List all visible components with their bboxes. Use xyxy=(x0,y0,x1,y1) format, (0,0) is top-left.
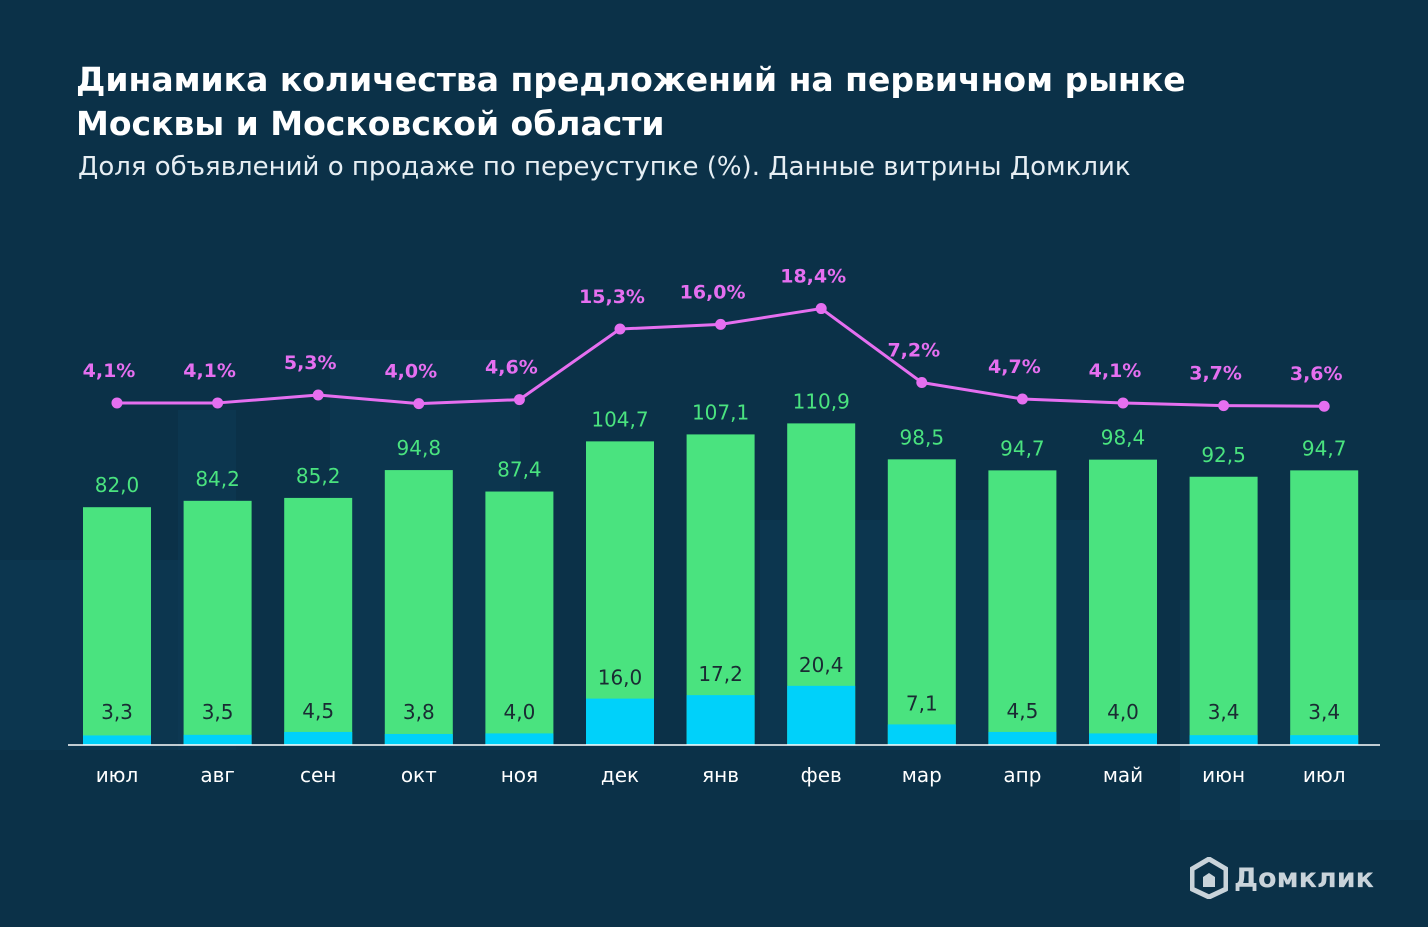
share-value-label: 5,3% xyxy=(284,352,337,374)
resale-bar xyxy=(1089,733,1157,745)
chart-subtitle: Доля объявлений о продаже по переуступке… xyxy=(78,152,1131,182)
share-point xyxy=(614,323,626,335)
resale-value-label: 4,0 xyxy=(503,700,535,724)
x-tick-label: май xyxy=(1103,763,1143,787)
total-bar xyxy=(183,500,252,745)
total-bar xyxy=(887,459,956,745)
resale-bar xyxy=(1189,735,1258,745)
logo-text: Домклик xyxy=(1234,862,1375,894)
resale-bar xyxy=(485,733,554,745)
resale-bar xyxy=(586,698,654,745)
resale-bar xyxy=(83,735,151,745)
share-point xyxy=(715,318,727,330)
total-bar xyxy=(83,507,151,745)
share-value-label: 3,7% xyxy=(1189,363,1242,385)
resale-value-label: 17,2 xyxy=(698,662,743,686)
share-point xyxy=(413,398,425,410)
share-point xyxy=(513,394,525,406)
share-point xyxy=(815,303,827,315)
resale-bar xyxy=(887,724,956,745)
total-value-label: 82,0 xyxy=(95,473,140,497)
total-bar xyxy=(586,441,654,745)
share-point xyxy=(916,376,928,388)
total-value-label: 94,7 xyxy=(1000,436,1045,460)
x-tick-label: фев xyxy=(801,763,842,787)
total-bar xyxy=(384,470,453,745)
house-logo-icon xyxy=(1190,857,1228,899)
total-bar xyxy=(686,434,755,745)
x-tick-label: июн xyxy=(1202,763,1245,787)
x-tick-label: июл xyxy=(96,763,139,787)
share-value-label: 4,1% xyxy=(183,360,236,382)
total-bar xyxy=(988,470,1057,745)
share-value-label: 4,7% xyxy=(988,356,1041,378)
total-bar xyxy=(284,497,353,745)
total-value-label: 107,1 xyxy=(692,400,749,424)
total-value-label: 87,4 xyxy=(497,458,542,482)
x-tick-label: янв xyxy=(702,763,739,787)
share-point xyxy=(1318,400,1330,412)
x-tick-label: июл xyxy=(1303,763,1346,787)
total-bar xyxy=(1189,476,1258,745)
resale-value-label: 3,3 xyxy=(101,700,133,724)
resale-value-label: 16,0 xyxy=(598,666,643,690)
resale-value-label: 4,0 xyxy=(1107,700,1139,724)
share-value-label: 4,6% xyxy=(485,357,538,379)
resale-value-label: 4,5 xyxy=(1006,699,1038,723)
resale-bar xyxy=(988,731,1057,745)
resale-bar xyxy=(384,733,453,745)
x-tick-label: ноя xyxy=(501,763,538,787)
total-value-label: 98,5 xyxy=(900,425,945,449)
share-value-label: 4,1% xyxy=(1089,360,1142,382)
resale-value-label: 3,4 xyxy=(1308,700,1340,724)
chart-title: Динамика количества предложений на перви… xyxy=(76,58,1376,146)
x-tick-label: дек xyxy=(601,763,639,787)
total-value-label: 94,7 xyxy=(1302,436,1347,460)
resale-bar xyxy=(787,685,856,745)
share-value-label: 4,0% xyxy=(384,361,437,383)
total-value-label: 94,8 xyxy=(397,436,442,460)
total-bar xyxy=(485,491,554,745)
total-bar xyxy=(1089,459,1157,745)
domclick-logo: Домклик xyxy=(1190,856,1374,900)
x-tick-label: авг xyxy=(200,763,235,787)
share-value-label: 16,0% xyxy=(680,281,746,303)
x-tick-label: окт xyxy=(401,763,437,787)
resale-value-label: 7,1 xyxy=(906,691,938,715)
resale-bar xyxy=(1290,735,1359,745)
chart-title-line2: Москвы и Московской области xyxy=(76,104,665,143)
total-bar xyxy=(1290,470,1359,745)
share-value-label: 3,6% xyxy=(1290,363,1343,385)
x-tick-label: мар xyxy=(902,763,942,787)
x-tick-label: сен xyxy=(300,763,336,787)
total-value-label: 110,9 xyxy=(793,389,850,413)
share-point xyxy=(111,397,123,409)
share-value-label: 7,2% xyxy=(887,339,940,361)
total-value-label: 84,2 xyxy=(195,467,240,491)
total-value-label: 85,2 xyxy=(296,464,341,488)
resale-value-label: 20,4 xyxy=(799,653,844,677)
resale-bar xyxy=(686,695,755,745)
share-value-label: 18,4% xyxy=(780,266,846,288)
x-tick-label: апр xyxy=(1003,763,1041,787)
share-point xyxy=(212,397,224,409)
resale-value-label: 4,5 xyxy=(302,699,334,723)
resale-bar xyxy=(183,734,252,745)
share-point xyxy=(1117,397,1129,409)
share-point xyxy=(1016,393,1028,405)
resale-value-label: 3,5 xyxy=(202,700,234,724)
total-value-label: 92,5 xyxy=(1201,443,1246,467)
total-value-label: 104,7 xyxy=(591,407,648,431)
share-point xyxy=(1218,400,1230,412)
share-value-label: 15,3% xyxy=(579,286,645,308)
resale-value-label: 3,4 xyxy=(1208,700,1240,724)
share-value-label: 4,1% xyxy=(83,360,136,382)
total-value-label: 98,4 xyxy=(1101,426,1146,450)
share-point xyxy=(312,389,324,401)
resale-value-label: 3,8 xyxy=(403,700,435,724)
chart-title-line1: Динамика количества предложений на перви… xyxy=(76,60,1186,99)
resale-bar xyxy=(284,731,353,745)
